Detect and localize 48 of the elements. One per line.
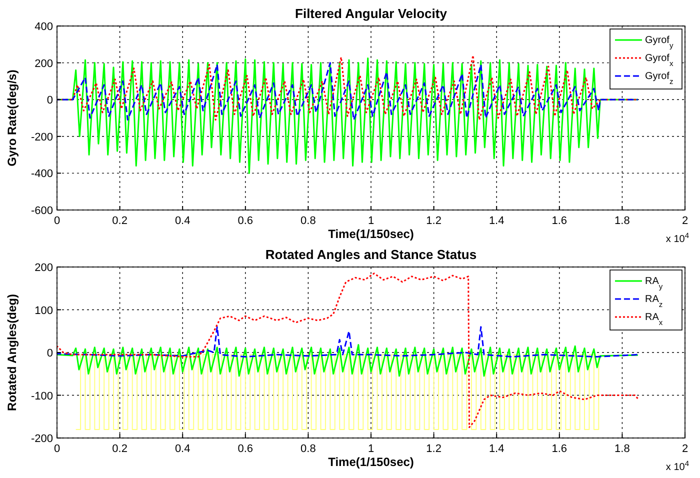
x-tick-label: 2 [682, 215, 688, 227]
x-axis-title: Time(1/150sec) [328, 455, 414, 469]
y-tick-label: -200 [30, 131, 53, 144]
x-tick-label: 1 [368, 215, 374, 227]
legend-label: RA$_{x}$ [645, 312, 663, 326]
x-tick-label: 0.8 [300, 443, 316, 455]
chart-title: Rotated Angles and Stance Status [265, 247, 477, 262]
legend-label: Gyrof$_{x}$ [645, 53, 674, 68]
x-tick-label: 1.2 [426, 443, 442, 455]
x-tick-label: 0.4 [174, 443, 190, 455]
legend-label: RA$_{y}$ [645, 276, 663, 290]
chart-title: Filtered Angular Velocity [295, 6, 448, 21]
x-tick-label: 1 [368, 443, 374, 455]
line-series [56, 326, 639, 358]
x-tick-label: 0.2 [112, 443, 128, 455]
x-axis-title: Time(1/150sec) [328, 227, 414, 241]
legend-label: Gyrof$_{z}$ [645, 71, 674, 86]
y-tick-label: 200 [34, 262, 53, 274]
y-axis-title: Rotated Angles(deg) [5, 294, 19, 411]
x-tick-label: 1.4 [488, 215, 504, 227]
x-tick-label: 1.4 [488, 443, 504, 455]
legend-label: RA$_{z}$ [645, 294, 663, 308]
y-tick-label: -600 [30, 205, 53, 217]
y-tick-label: 400 [34, 21, 53, 33]
x-tick-label: 1.8 [614, 443, 630, 455]
line-series [56, 344, 639, 377]
x-tick-label: 0.8 [300, 215, 316, 227]
x-tick-label: 1.6 [552, 215, 568, 227]
x-tick-label: 0.6 [238, 443, 254, 455]
text: x 10$^{4}$ [666, 230, 689, 245]
x-tick-label: 1.2 [426, 215, 442, 227]
text: x 10$^{4}$ [666, 458, 689, 473]
legend-label: Gyrof$_{y}$ [645, 35, 674, 50]
y-tick-label: 200 [34, 58, 53, 70]
y-tick-label: -400 [30, 168, 53, 180]
x-tick-label: 2 [682, 443, 688, 455]
y-axis-title: Gyro Rate(deg/s) [5, 70, 19, 166]
y-tick-label: -200 [30, 433, 53, 445]
y-tick-label: 100 [34, 304, 53, 317]
y-tick-label: -100 [30, 390, 53, 402]
y-tick-label: 0 [46, 348, 53, 360]
x-tick-label: 1.6 [552, 443, 568, 455]
line-series [56, 272, 639, 428]
x-tick-label: 1.8 [614, 215, 630, 227]
y-tick-label: 0 [46, 94, 53, 107]
x-tick-label: 0.4 [174, 215, 190, 227]
x-tick-label: 0.6 [238, 215, 254, 227]
x-tick-label: 0.2 [112, 215, 128, 227]
